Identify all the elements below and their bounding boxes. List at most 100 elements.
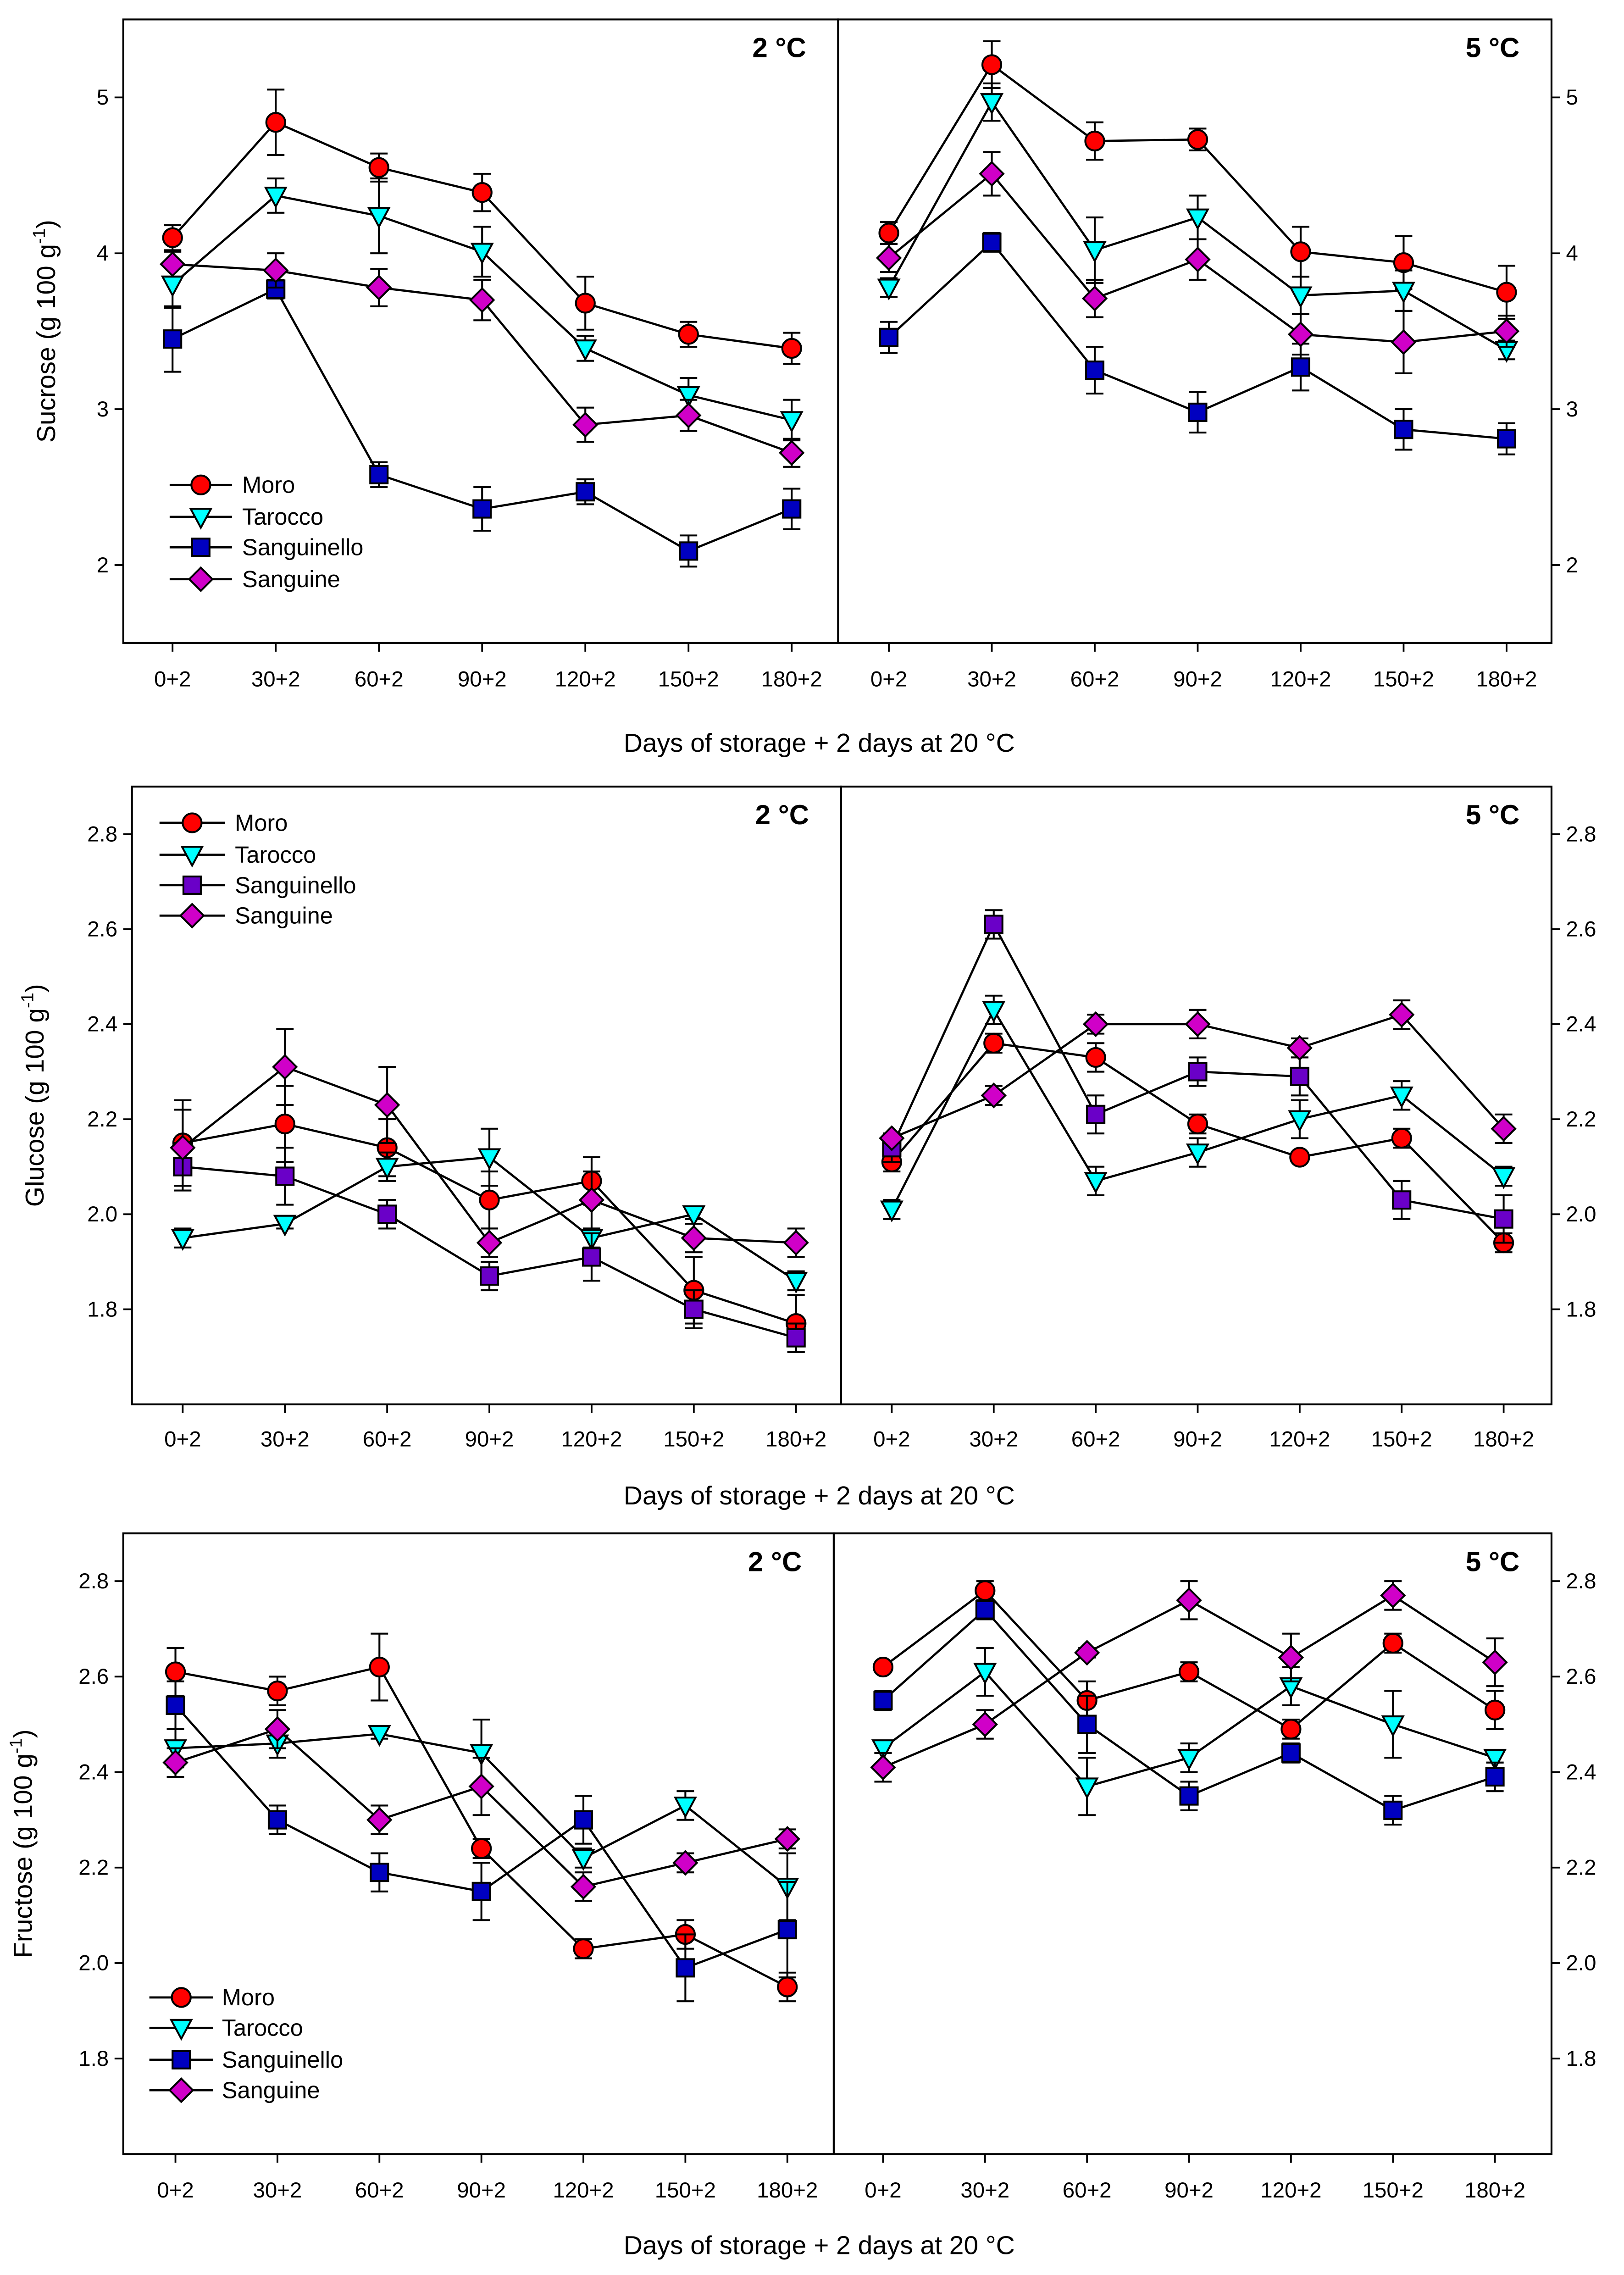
- data-point-circle: [1393, 252, 1414, 273]
- series-sanguinello: [163, 278, 802, 568]
- x-axis-title: Days of storage + 2 days at 20 °C: [624, 2231, 1015, 2260]
- data-point-circle: [1187, 1113, 1208, 1135]
- data-point-diamond: [570, 1874, 597, 1900]
- y-tick-label-right: 2.4: [1566, 1012, 1596, 1037]
- legend-marker-square: [182, 875, 202, 895]
- data-point-triangle-down: [1483, 1748, 1507, 1771]
- y-tick-label-right: 5: [1566, 85, 1578, 110]
- y-tick-label-left: 4: [97, 241, 109, 266]
- data-point-circle: [1085, 1047, 1106, 1068]
- data-point-triangle-down: [784, 1271, 808, 1294]
- plot-frame-right: [840, 785, 1552, 1405]
- y-tick-label-left: 2.0: [87, 1202, 117, 1226]
- data-point-square: [684, 1299, 704, 1319]
- data-point-square: [267, 1810, 287, 1830]
- series-line: [175, 1665, 788, 1988]
- data-point-square: [370, 1863, 389, 1882]
- y-tick-label-right: 2.2: [1566, 1856, 1596, 1880]
- series-sanguine: [160, 250, 805, 468]
- data-point-diamond: [263, 257, 289, 283]
- data-point-triangle-down: [673, 1796, 697, 1819]
- data-point-circle: [981, 54, 1003, 75]
- data-point-square: [679, 541, 698, 561]
- y-tick-label-left: 2.4: [87, 1012, 117, 1037]
- chart-1: 1.8 1.8 2.0 2.0 2.2 2.2 2.4 2.4 2.6 2.6 2.8 2.8 Gluc…: [18, 785, 1596, 1510]
- data-point-diamond: [981, 1082, 1007, 1109]
- y-tick-label-left: 3: [97, 397, 109, 422]
- y-tick-label-right: 2.6: [1566, 917, 1596, 942]
- series-line: [882, 1608, 1496, 1812]
- y-tick-label-left: 2: [97, 553, 109, 577]
- legend-label: Moro: [242, 472, 295, 498]
- series-sanguine: [876, 151, 1520, 374]
- plot-frame-right: [837, 18, 1552, 644]
- x-tick-label: 180+2: [1464, 2178, 1525, 2203]
- data-point-circle: [781, 338, 802, 359]
- data-point-square: [1291, 357, 1310, 377]
- x-tick-label: 150+2: [1373, 667, 1434, 692]
- data-point-diamond: [876, 245, 902, 271]
- y-tick-label-right: 4: [1566, 241, 1578, 266]
- data-point-triangle-down: [1289, 286, 1313, 309]
- legend-marker-triangle-down: [169, 2019, 193, 2041]
- data-point-circle: [479, 1189, 500, 1210]
- data-point-diamond: [979, 161, 1005, 187]
- data-point-square: [1281, 1743, 1301, 1763]
- data-point-square: [1085, 361, 1105, 380]
- y-tick-label-left: 2.0: [78, 1951, 109, 1975]
- data-point-triangle-down: [982, 1001, 1006, 1023]
- x-tick-label: 30+2: [261, 1427, 310, 1451]
- series-line: [891, 1007, 1505, 1210]
- x-tick-label: 60+2: [1070, 667, 1120, 692]
- x-tick-label: 90+2: [1173, 1427, 1222, 1451]
- data-point-circle: [975, 1580, 996, 1601]
- y-tick-label-left: 2.8: [87, 822, 117, 846]
- data-point-square: [879, 327, 899, 347]
- data-point-diamond: [774, 1826, 800, 1852]
- data-point-circle: [1290, 241, 1311, 262]
- data-point-circle: [369, 1656, 390, 1678]
- x-tick-label: 150+2: [663, 1427, 724, 1451]
- legend: Moro Tarocco Sanguinello Sanguine: [149, 1984, 343, 2103]
- chart-0: 2 2 3 3 4 4 5 5 Sucrose (g 100 g-1) Days of stora…: [30, 18, 1578, 758]
- x-tick-label: 0+2: [873, 1427, 910, 1451]
- data-point-circle: [471, 1838, 492, 1859]
- panel-temperature-label: 2 °C: [755, 799, 809, 830]
- x-tick-label: 0+2: [870, 667, 907, 692]
- chart-2: 1.8 1.8 2.0 2.0 2.2 2.2 2.4 2.4 2.6 2.6 2.8 2.8 Fruc…: [6, 1532, 1596, 2260]
- data-point-circle: [1496, 282, 1517, 303]
- data-point-diamond: [272, 1054, 298, 1080]
- data-point-square: [480, 1266, 499, 1286]
- x-tick-label: 150+2: [1363, 2178, 1424, 2203]
- x-tick-label: 30+2: [969, 1427, 1018, 1451]
- data-point-triangle-down: [367, 1725, 391, 1747]
- data-point-triangle-down: [980, 93, 1004, 115]
- x-tick-label: 60+2: [355, 667, 404, 692]
- data-point-diamond: [1185, 246, 1211, 273]
- series-moro: [165, 1632, 798, 2003]
- legend-marker-diamond: [168, 2077, 194, 2103]
- legend-label: Sanguinello: [222, 2047, 343, 2073]
- data-point-square: [982, 233, 1002, 252]
- legend-label: Tarocco: [222, 2015, 303, 2041]
- data-point-triangle-down: [1186, 208, 1210, 231]
- y-tick-label-left: 5: [97, 85, 109, 110]
- legend-label: Sanguinello: [235, 872, 356, 898]
- data-point-diamond: [1389, 1001, 1415, 1028]
- data-point-circle: [1391, 1127, 1412, 1149]
- data-point-square: [1394, 420, 1413, 439]
- y-tick-label-right: 1.8: [1566, 1297, 1596, 1321]
- data-point-square: [676, 1958, 695, 1978]
- x-tick-label: 0+2: [865, 2178, 901, 2203]
- x-tick-label: 180+2: [1473, 1427, 1534, 1451]
- data-point-diamond: [162, 1749, 188, 1776]
- legend-label: Sanguine: [242, 566, 340, 592]
- y-tick-label-left: 1.8: [87, 1297, 117, 1321]
- panel-temperature-label: 5 °C: [1466, 1546, 1519, 1577]
- x-tick-label: 120+2: [555, 667, 616, 692]
- data-point-square: [975, 1600, 995, 1620]
- x-tick-label: 120+2: [1270, 667, 1331, 692]
- data-point-diamond: [468, 1773, 494, 1799]
- data-point-triangle-down: [1391, 282, 1416, 304]
- data-point-diamond: [366, 274, 392, 301]
